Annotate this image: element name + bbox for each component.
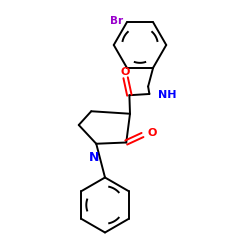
Text: NH: NH xyxy=(158,90,176,100)
Text: O: O xyxy=(121,67,130,77)
Text: Br: Br xyxy=(110,16,123,26)
Text: O: O xyxy=(148,128,157,138)
Text: N: N xyxy=(88,151,99,164)
